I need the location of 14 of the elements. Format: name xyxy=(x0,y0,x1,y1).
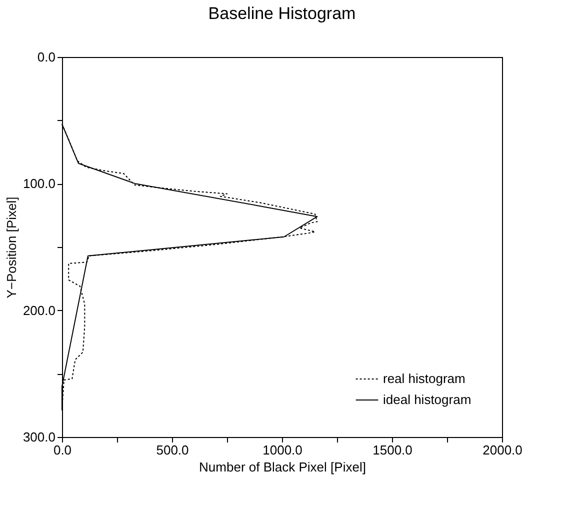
chart-title: Baseline Histogram xyxy=(208,4,356,23)
y-axis-title: Y−Position [Pixel] xyxy=(4,196,19,298)
legend-label: ideal histogram xyxy=(383,392,472,407)
x-axis-title: Number of Black Pixel [Pixel] xyxy=(199,460,366,474)
x-tick-label: 1500.0 xyxy=(372,442,412,458)
x-tick-label: 2000.0 xyxy=(482,442,522,458)
y-tick-label: 100.0 xyxy=(22,176,56,192)
y-tick-label: 300.0 xyxy=(22,430,56,444)
y-tick-label: 0.0 xyxy=(37,50,56,64)
legend-label: real histogram xyxy=(383,371,466,386)
x-tick-label: 500.0 xyxy=(156,442,189,458)
y-tick-label: 200.0 xyxy=(22,302,56,318)
x-tick-label: 0.0 xyxy=(53,442,72,458)
x-tick-label: 1000.0 xyxy=(262,442,302,458)
